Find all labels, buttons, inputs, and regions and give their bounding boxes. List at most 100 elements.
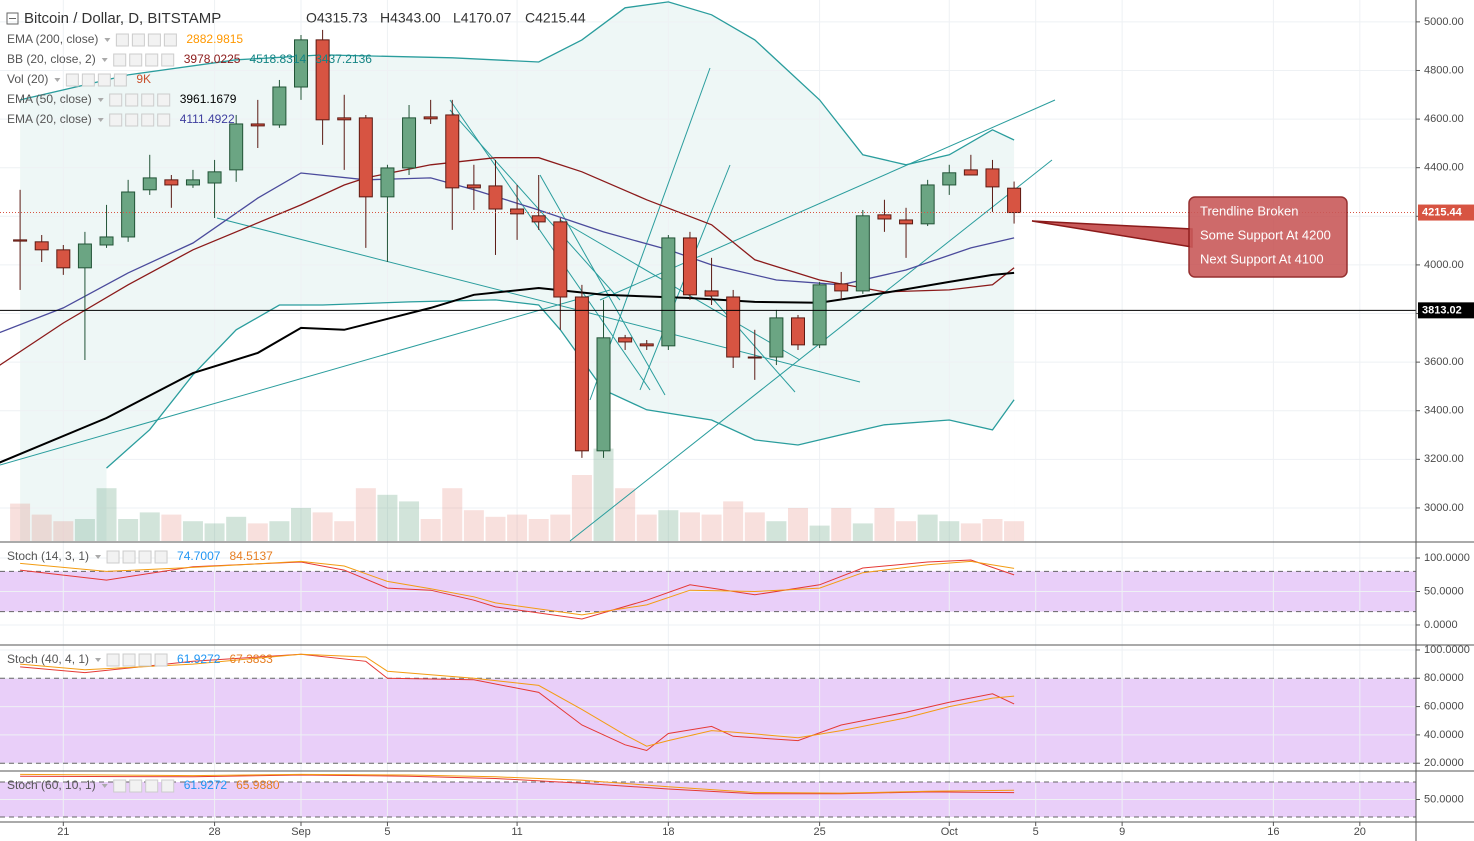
y-tick-label: 4400.00 bbox=[1424, 162, 1464, 174]
candle-body bbox=[682, 237, 697, 296]
legend-value: 65.9880 bbox=[236, 778, 280, 792]
candle-body bbox=[596, 337, 611, 452]
dropdown-icon bbox=[101, 784, 108, 788]
legend-icon bbox=[129, 779, 143, 793]
legend-icon bbox=[145, 779, 159, 793]
volume-bar bbox=[723, 501, 744, 541]
pane-title: Stoch (40, 4, 1) bbox=[7, 652, 89, 666]
candle-body bbox=[553, 221, 568, 298]
callout-box bbox=[1188, 196, 1348, 278]
grid bbox=[0, 0, 1416, 822]
candle-body bbox=[704, 290, 719, 297]
ohlc-high: H4343.00 bbox=[380, 10, 441, 26]
y-tick-label: 50.0000 bbox=[1424, 585, 1464, 597]
legend-icon bbox=[122, 653, 136, 667]
legend-value: 3978.0225 bbox=[184, 52, 241, 66]
candle-body bbox=[574, 296, 589, 452]
candle-body bbox=[380, 167, 395, 198]
x-tick-label: 28 bbox=[208, 826, 220, 838]
candle-body bbox=[834, 283, 849, 292]
volume-bar bbox=[982, 519, 1003, 541]
candle-body bbox=[920, 184, 935, 225]
stoch-line bbox=[20, 560, 1015, 616]
volume-bar bbox=[636, 514, 657, 541]
stoch-line bbox=[20, 653, 1015, 747]
candle-body bbox=[34, 241, 49, 251]
candle-body bbox=[726, 296, 741, 358]
candle-body bbox=[747, 356, 762, 359]
y-tick-label: 4000.00 bbox=[1424, 259, 1464, 271]
trendline bbox=[569, 159, 1053, 542]
legend-icon bbox=[122, 550, 136, 564]
y-tick-label: 40.0000 bbox=[1424, 729, 1464, 741]
legend-icon bbox=[147, 33, 161, 47]
trendline bbox=[216, 217, 861, 383]
price-label-box bbox=[1418, 302, 1474, 319]
stoch-line bbox=[20, 773, 1015, 794]
candle-body bbox=[963, 169, 978, 176]
candle-body bbox=[466, 184, 481, 189]
volume-bar bbox=[766, 521, 787, 541]
candle-body bbox=[790, 317, 805, 346]
x-tick-label: 5 bbox=[384, 826, 390, 838]
price-label: 3813.02 bbox=[1422, 304, 1462, 316]
volume-bar bbox=[355, 488, 376, 541]
legend-icon bbox=[131, 33, 145, 47]
header: Bitcoin / Dollar, D, BITSTAMP O4315.73 H… bbox=[6, 10, 586, 793]
volume-bar bbox=[269, 521, 290, 541]
legend-icon bbox=[141, 93, 155, 107]
volume-bar bbox=[463, 510, 484, 541]
x-tick-label: 25 bbox=[813, 826, 825, 838]
y-tick-label: 4800.00 bbox=[1424, 64, 1464, 76]
dropdown-icon bbox=[95, 658, 102, 662]
candle-body bbox=[661, 237, 676, 347]
candle-body bbox=[402, 117, 417, 169]
volume-bar bbox=[896, 521, 917, 541]
legend-icon bbox=[97, 73, 111, 87]
legend-label: EMA (20, close) bbox=[7, 112, 92, 126]
stoch-line bbox=[20, 653, 1015, 752]
dropdown-icon bbox=[54, 78, 61, 82]
candle-body bbox=[942, 172, 957, 186]
volume-bar bbox=[442, 488, 463, 541]
volume-bar bbox=[939, 521, 960, 541]
volume-bar bbox=[679, 512, 700, 541]
volume-bar bbox=[334, 521, 355, 541]
trendlines bbox=[0, 67, 1056, 542]
trendline bbox=[449, 99, 651, 391]
candle-body bbox=[185, 179, 200, 186]
marks bbox=[0, 1, 1416, 795]
candle-body bbox=[13, 239, 28, 242]
collapse-icon bbox=[6, 12, 19, 25]
candle-body bbox=[164, 179, 179, 186]
legend-icon bbox=[157, 93, 171, 107]
candle-body bbox=[510, 208, 525, 215]
y-tick-label: 60.0000 bbox=[1424, 700, 1464, 712]
legend-icon bbox=[113, 779, 127, 793]
x-tick-label: 5 bbox=[1033, 826, 1039, 838]
candle-body bbox=[229, 123, 244, 171]
legend-value: 67.3833 bbox=[229, 652, 273, 666]
legend-icon bbox=[129, 53, 143, 67]
x-tick-label: 11 bbox=[511, 826, 522, 838]
volume-bar bbox=[658, 510, 679, 541]
chart-title: Bitcoin / Dollar, D, BITSTAMP bbox=[24, 10, 221, 27]
legend-value: 3961.1679 bbox=[180, 92, 237, 106]
y-tick-label: 5000.00 bbox=[1424, 16, 1464, 28]
volume-bar bbox=[399, 501, 420, 541]
volume-bar bbox=[852, 523, 873, 541]
legend-value: 84.5137 bbox=[229, 549, 273, 563]
legend-icon bbox=[154, 653, 168, 667]
legend-value: 74.7007 bbox=[177, 549, 221, 563]
x-tick-label: 18 bbox=[662, 826, 674, 838]
legend-icon bbox=[106, 550, 120, 564]
volume-bar bbox=[593, 448, 614, 541]
axes: 21 28 Sep 5 11 18 25 Oct 5 9 16 20 3000.00 3200.00 340… bbox=[57, 16, 1474, 838]
trendline bbox=[449, 109, 621, 301]
y-tick-label: 20.0000 bbox=[1424, 757, 1464, 769]
legend-icon bbox=[113, 53, 127, 67]
x-tick-label: 9 bbox=[1119, 826, 1125, 838]
legend-icon bbox=[109, 113, 123, 127]
volume-bar bbox=[787, 508, 808, 541]
